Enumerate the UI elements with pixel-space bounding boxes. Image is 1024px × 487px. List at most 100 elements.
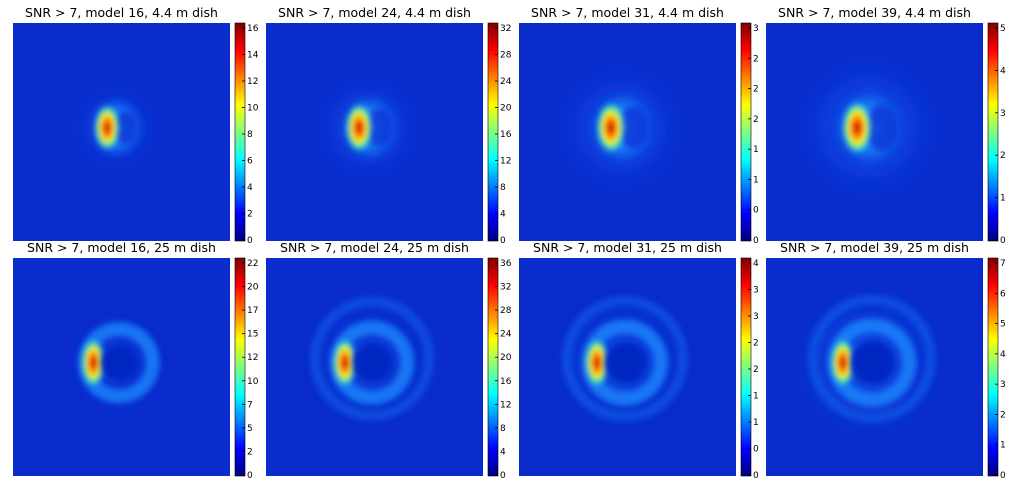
colorbar: [487, 257, 499, 477]
colorbar-tick-label: 3: [753, 312, 759, 322]
colorbar-tick-label: 12: [247, 77, 258, 87]
panel-title: SNR > 7, model 16, 25 m dish: [27, 240, 216, 255]
colorbar-tick-label: 24: [500, 330, 512, 340]
colorbar-tick-label: 17: [247, 306, 258, 316]
colorbar-tick-label: 1: [753, 418, 759, 428]
crescent-peak: [830, 338, 855, 387]
colorbar-tick-label: 16: [500, 377, 512, 387]
colorbar-tick-label: 10: [247, 104, 259, 114]
panel-title: SNR > 7, model 31, 25 m dish: [533, 240, 722, 255]
colorbar-tick-label: 0: [753, 471, 759, 481]
colorbar-tick-label: 20: [500, 104, 512, 114]
panel-7: SNR > 7, model 31, 25 m dish 0 0 1 1 2 2 3 3 4: [519, 240, 759, 481]
shadow-hole: [618, 106, 650, 150]
colorbar-tick-label: 5: [1000, 320, 1006, 330]
colorbar: [987, 257, 999, 477]
colorbar-tick-label: 4: [1000, 66, 1006, 76]
colorbar-tick-label: 0: [1000, 236, 1006, 246]
colorbar-tick-label: 20: [500, 353, 512, 363]
colorbar-tick-label: 2: [1000, 410, 1006, 420]
colorbar-tick-label: 32: [500, 24, 511, 34]
colorbar-tick-label: 0: [753, 445, 759, 455]
shadow-hole: [352, 342, 394, 383]
crescent-peak: [596, 102, 626, 153]
colorbar-tick-label: 3: [753, 24, 759, 34]
colorbar-tick-label: 1: [753, 175, 759, 185]
colorbar-tick-label: 1: [753, 145, 759, 155]
colorbar-tick-label: 36: [500, 259, 512, 269]
colorbar-tick-label: 4: [753, 259, 759, 269]
colorbar-tick-label: 0: [500, 471, 506, 481]
colorbar-tick-label: 12: [500, 400, 511, 410]
outer-ripple: [807, 294, 937, 423]
panel-title: SNR > 7, model 24, 4.4 m dish: [278, 5, 471, 20]
crescent-peak: [332, 338, 357, 387]
colorbar-tick-label: 0: [1000, 471, 1006, 481]
colorbar-tick-label: 14: [247, 51, 259, 61]
colorbar-tick-label: 2: [753, 54, 759, 64]
colorbar: [234, 257, 246, 477]
colorbar: [740, 257, 752, 477]
colorbar: [487, 22, 499, 242]
colorbar-tick-label: 0: [753, 206, 759, 216]
panel-title: SNR > 7, model 16, 4.4 m dish: [25, 5, 218, 20]
crescent-peak: [81, 338, 106, 387]
shadow-hole: [604, 341, 647, 384]
colorbar-tick-label: 28: [500, 51, 512, 61]
colorbar-tick-label: 4: [500, 210, 506, 220]
panel-5: SNR > 7, model 16, 25 m dish 0 2 5 7 10 12 15 17…: [13, 240, 259, 481]
colorbar-tick-label: 10: [247, 377, 259, 387]
colorbar-tick-label: 2: [753, 339, 759, 349]
panel-8: SNR > 7, model 39, 25 m dish 0 1 2 3 4 5 6 7: [766, 240, 1006, 481]
colorbar-tick-label: 8: [500, 183, 506, 193]
outer-ripple: [309, 296, 435, 421]
colorbar-tick-label: 12: [247, 353, 258, 363]
colorbar-tick-label: 8: [247, 130, 253, 140]
colorbar-tick-label: 0: [247, 471, 253, 481]
colorbar-tick-label: 24: [500, 77, 512, 87]
colorbar-tick-label: 2: [1000, 151, 1006, 161]
colorbar-tick-label: 2: [753, 365, 759, 375]
colorbar-tick-label: 28: [500, 306, 512, 316]
panel-6: SNR > 7, model 24, 25 m dish 0 4 8 12 16 20 24 2…: [266, 240, 512, 481]
shadow-hole: [850, 340, 896, 385]
colorbar-tick-label: 5: [247, 424, 253, 434]
colorbar-tick-label: 12: [500, 157, 511, 167]
colorbar-tick-label: 5: [1000, 24, 1006, 34]
panel-4: SNR > 7, model 39, 4.4 m dish 0 1 2 3 4 5: [766, 5, 1006, 246]
panel-title: SNR > 7, model 39, 25 m dish: [780, 240, 969, 255]
colorbar-tick-label: 20: [247, 283, 259, 293]
colorbar-tick-label: 0: [500, 236, 506, 246]
colorbar-tick-label: 4: [1000, 350, 1006, 360]
colorbar-tick-label: 3: [753, 286, 759, 296]
colorbar-tick-label: 7: [247, 400, 253, 410]
colorbar-tick-label: 16: [247, 24, 259, 34]
colorbar-tick-label: 4: [500, 447, 506, 457]
panel-2: SNR > 7, model 24, 4.4 m dish 0 4 8 12 16 20 24…: [266, 5, 512, 246]
colorbar-tick-label: 4: [247, 183, 253, 193]
colorbar: [740, 22, 752, 242]
shadow-hole: [864, 104, 900, 152]
colorbar-tick-label: 2: [753, 85, 759, 95]
colorbar-tick-label: 1: [1000, 441, 1006, 451]
colorbar-tick-label: 8: [500, 424, 506, 434]
colorbar-tick-label: 2: [247, 447, 253, 457]
colorbar-tick-label: 6: [1000, 289, 1006, 299]
colorbar-tick-label: 15: [247, 330, 258, 340]
colorbar-tick-label: 32: [500, 283, 511, 293]
colorbar-tick-label: 7: [1000, 259, 1006, 269]
colorbar-tick-label: 0: [753, 236, 759, 246]
crescent-peak: [842, 101, 872, 154]
colorbar-tick-label: 3: [1000, 380, 1006, 390]
colorbar-tick-label: 6: [247, 157, 253, 167]
shadow-hole: [112, 110, 138, 145]
panel-title: SNR > 7, model 39, 4.4 m dish: [778, 5, 971, 20]
colorbar-tick-label: 1: [1000, 194, 1006, 204]
colorbar-tick-label: 16: [500, 130, 512, 140]
colorbar-tick-label: 1: [753, 392, 759, 402]
shadow-hole: [365, 108, 394, 147]
crescent-peak: [94, 104, 120, 151]
crescent-peak: [584, 338, 609, 387]
outer-ripple: [561, 295, 688, 422]
